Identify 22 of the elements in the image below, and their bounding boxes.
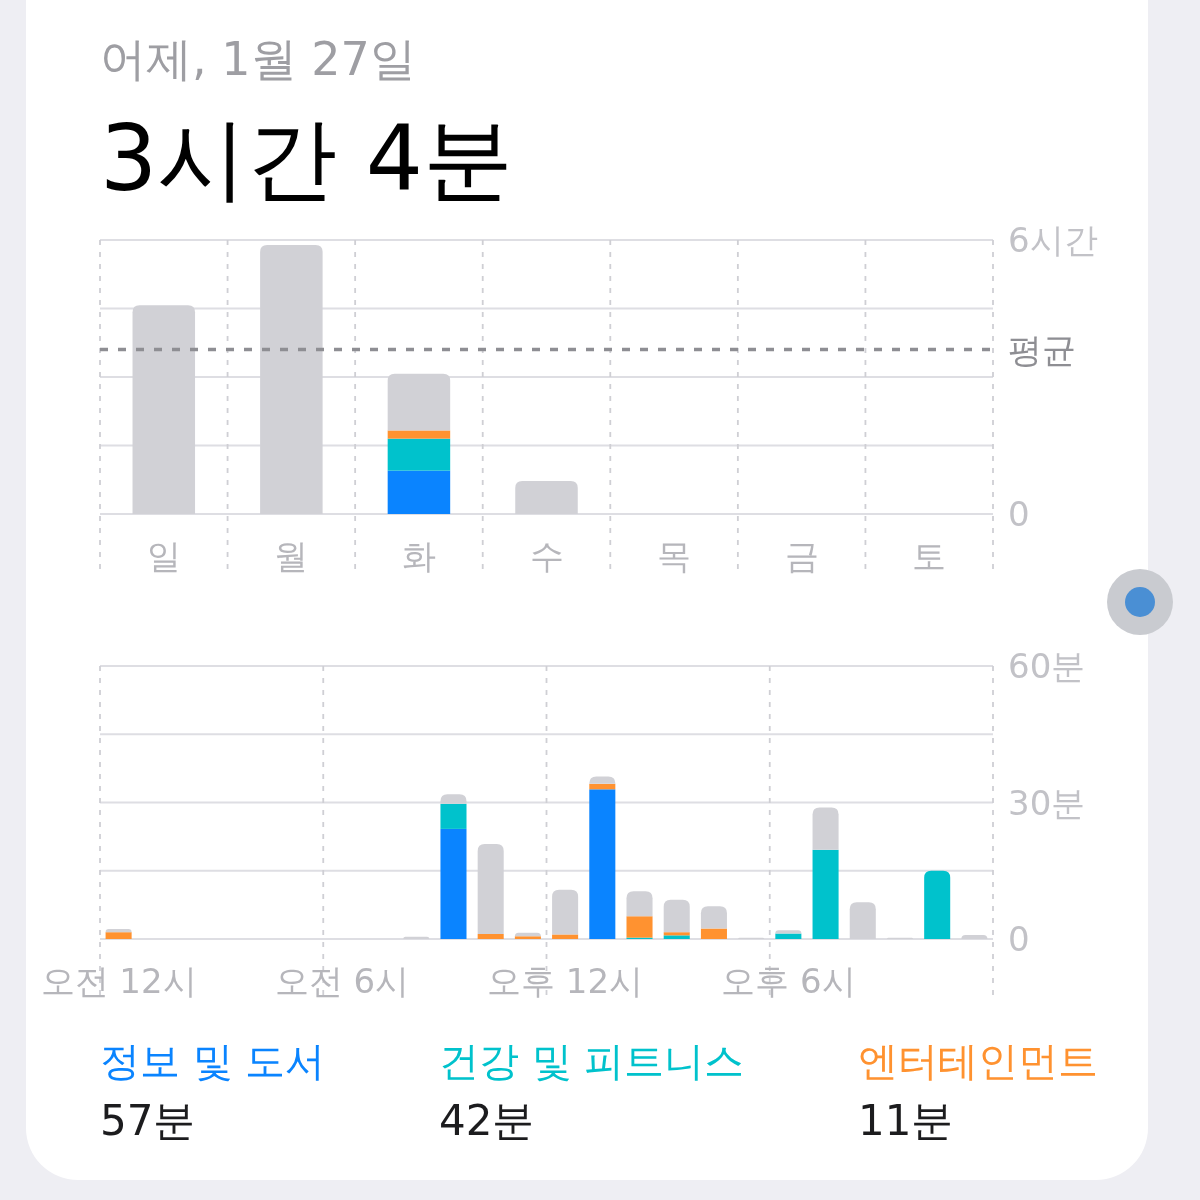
x-tick-label: 토 [912,536,947,576]
legend-item: 엔터테인먼트 11분 [858,1038,1098,1145]
x-tick-label: 오전 12시 [40,961,197,1001]
x-tick-label: 금 [784,536,819,576]
y-tick-label: 30분 [1008,782,1086,823]
legend-item: 건강 및 피트니스 42분 [439,1038,745,1145]
chart-subtitle: 어제, 1월 27일 [100,32,416,86]
x-tick-label: 오후 6시 [721,961,856,1001]
y-tick-label: 6시간 [1008,220,1098,260]
y-tick-label: 60분 [1008,646,1086,686]
x-tick-label: 오전 6시 [274,961,410,1001]
x-tick-label: 화 [401,536,436,576]
y-tick-label: 0 [1008,494,1030,534]
x-tick-label: 월 [274,536,309,576]
legend-item: 정보 및 도서 57분 [100,1038,326,1145]
x-tick-label: 목 [657,536,692,576]
ref-line-label: 평균 [1008,329,1076,370]
y-tick-label: 0 [1008,919,1030,959]
x-tick-label: 오후 12시 [487,961,644,1001]
x-tick-label: 일 [146,536,181,576]
x-tick-label: 수 [529,536,564,576]
chart-title: 3시간 4분 [100,106,514,211]
